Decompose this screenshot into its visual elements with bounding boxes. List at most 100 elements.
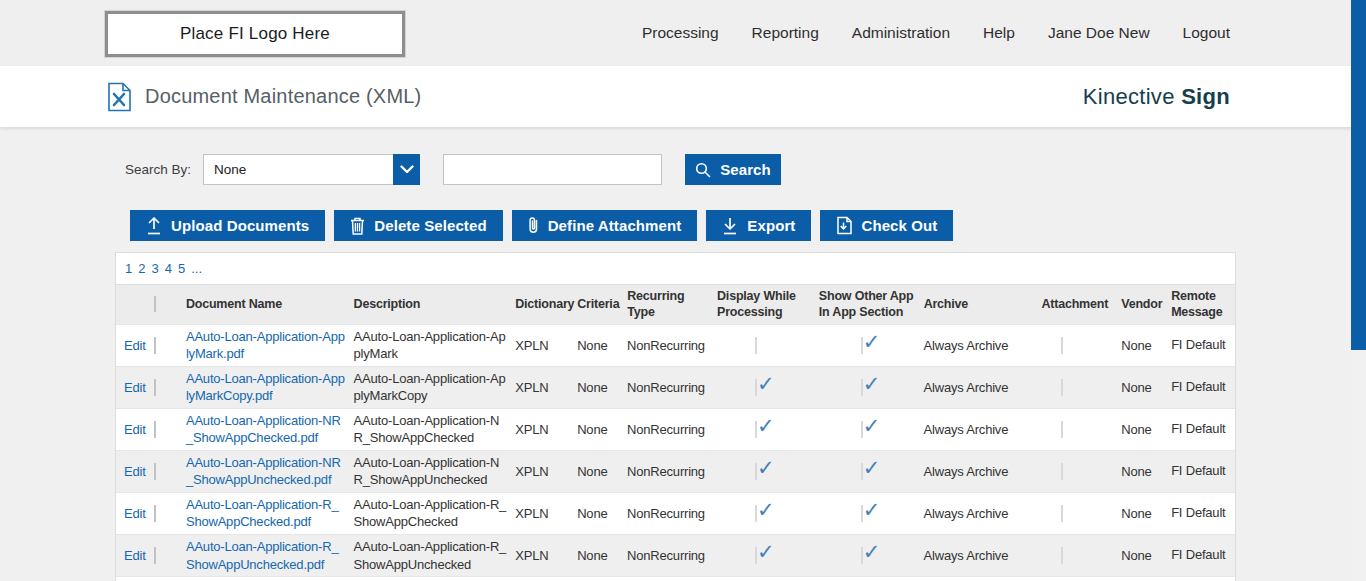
header-description: Description bbox=[354, 293, 516, 315]
export-button[interactable]: Export bbox=[706, 210, 811, 241]
criteria-cell: None bbox=[577, 503, 627, 524]
select-all-checkbox[interactable] bbox=[154, 296, 156, 312]
recurring-type-cell: NonRecurring bbox=[627, 545, 717, 566]
row-checkbox[interactable] bbox=[154, 505, 156, 522]
description-cell: AAuto-Loan-Application-R_ShowAppChecked bbox=[354, 493, 516, 534]
description-cell: AAuto-Loan-Application-ApplyMarkCopy bbox=[354, 367, 516, 408]
brand-logo: Kinective Sign bbox=[1083, 84, 1230, 110]
nav-administration[interactable]: Administration bbox=[852, 24, 950, 42]
upload-documents-button[interactable]: Upload Documents bbox=[130, 210, 325, 241]
row-checkbox[interactable] bbox=[154, 379, 156, 396]
remote-message-cell: FI Default bbox=[1171, 334, 1235, 357]
attachment-checkbox bbox=[1061, 547, 1063, 564]
show-other-app-checkbox bbox=[861, 337, 863, 354]
trash-icon bbox=[350, 217, 365, 235]
dictionary-cell: XPLN bbox=[515, 461, 577, 482]
display-while-processing-checkbox bbox=[755, 379, 757, 396]
document-name-link[interactable]: AAuto-Loan-Application-R_ShowAppChecked.… bbox=[186, 497, 339, 530]
search-by-select[interactable]: None bbox=[203, 154, 420, 185]
header-dictionary: Dictionary bbox=[515, 293, 577, 315]
document-name-link[interactable]: AAuto-Loan-Application-ApplyMarkCopy.pdf bbox=[186, 371, 345, 404]
search-button[interactable]: Search bbox=[685, 154, 781, 185]
page-link-5[interactable]: 5 bbox=[178, 261, 185, 276]
show-other-app-checkbox bbox=[861, 547, 863, 564]
check-out-label: Check Out bbox=[861, 217, 937, 234]
criteria-cell: None bbox=[577, 545, 627, 566]
table-header-row: Document Name Description Dictionary Cri… bbox=[116, 284, 1235, 324]
criteria-cell: None bbox=[577, 377, 627, 398]
edit-link[interactable]: Edit bbox=[124, 548, 146, 563]
header-select-all-cell bbox=[154, 293, 186, 315]
vertical-scrollbar-thumb[interactable] bbox=[1351, 0, 1366, 350]
archive-cell: Always Archive bbox=[924, 335, 1042, 356]
table-row: Edit AAuto-Loan-Application-ApplyMarkCop… bbox=[116, 366, 1235, 408]
remote-message-cell: FI Default bbox=[1171, 376, 1235, 399]
dictionary-cell: XPLN bbox=[515, 335, 577, 356]
document-name-link[interactable]: AAuto-Loan-Application-NR_ShowAppUncheck… bbox=[186, 455, 341, 488]
table-row: Edit AAuto-Loan-Application-RS-AFD731-te… bbox=[116, 576, 1235, 581]
recurring-type-cell: NonRecurring bbox=[627, 419, 717, 440]
header-archive: Archive bbox=[924, 293, 1042, 315]
header-show-other-app: Show Other App In App Section bbox=[819, 285, 924, 324]
description-cell: AAuto-Loan-Application-RS-AFD731-test bbox=[354, 577, 516, 581]
page-link-3[interactable]: 3 bbox=[151, 261, 158, 276]
vendor-cell: None bbox=[1121, 335, 1171, 356]
recurring-type-cell: NonRecurring bbox=[627, 461, 717, 482]
attachment-checkbox bbox=[1061, 379, 1063, 396]
attachment-checkbox bbox=[1061, 337, 1063, 354]
row-checkbox[interactable] bbox=[154, 421, 156, 438]
criteria-cell: None bbox=[577, 461, 627, 482]
edit-link[interactable]: Edit bbox=[124, 422, 146, 437]
row-checkbox[interactable] bbox=[154, 337, 156, 354]
search-input[interactable] bbox=[443, 154, 662, 185]
document-name-link[interactable]: AAuto-Loan-Application-R_ShowAppUnchecke… bbox=[186, 539, 339, 572]
remote-message-cell: FI Default bbox=[1171, 460, 1235, 483]
dictionary-cell: XPLN bbox=[515, 377, 577, 398]
nav-help[interactable]: Help bbox=[983, 24, 1015, 42]
remote-message-cell: FI Default bbox=[1171, 544, 1235, 567]
delete-selected-button[interactable]: Delete Selected bbox=[334, 210, 502, 241]
page-link-4[interactable]: 4 bbox=[165, 261, 172, 276]
define-attachment-button[interactable]: Define Attachment bbox=[512, 210, 698, 241]
checkout-document-icon bbox=[836, 216, 852, 235]
nav-logout[interactable]: Logout bbox=[1183, 24, 1230, 42]
download-icon bbox=[722, 217, 738, 235]
dictionary-cell: XPLN bbox=[515, 545, 577, 566]
recurring-type-cell: NonRecurring bbox=[627, 503, 717, 524]
page-link-more[interactable]: ... bbox=[191, 261, 202, 276]
search-by-label: Search By: bbox=[125, 162, 203, 177]
vendor-cell: None bbox=[1121, 377, 1171, 398]
header-criteria: Criteria bbox=[577, 293, 627, 315]
edit-link[interactable]: Edit bbox=[124, 464, 146, 479]
remote-message-cell: FI Default bbox=[1171, 418, 1235, 441]
chevron-down-icon[interactable] bbox=[393, 154, 420, 185]
display-while-processing-checkbox bbox=[755, 421, 757, 438]
display-while-processing-checkbox bbox=[755, 463, 757, 480]
page-link-2[interactable]: 2 bbox=[138, 261, 145, 276]
vertical-scrollbar-track[interactable] bbox=[1351, 0, 1366, 581]
description-cell: AAuto-Loan-Application-R_ShowAppUnchecke… bbox=[354, 535, 516, 576]
edit-link[interactable]: Edit bbox=[124, 506, 146, 521]
page-link-1[interactable]: 1 bbox=[125, 261, 132, 276]
fi-logo-text: Place FI Logo Here bbox=[180, 24, 330, 44]
row-checkbox[interactable] bbox=[154, 547, 156, 564]
nav-reporting[interactable]: Reporting bbox=[752, 24, 819, 42]
row-checkbox[interactable] bbox=[154, 463, 156, 480]
show-other-app-checkbox bbox=[861, 379, 863, 396]
header-display-while-processing: Display While Processing bbox=[717, 285, 819, 324]
nav-processing[interactable]: Processing bbox=[642, 24, 719, 42]
upload-documents-label: Upload Documents bbox=[171, 217, 309, 234]
nav-user-name[interactable]: Jane Doe New bbox=[1048, 24, 1150, 42]
description-cell: AAuto-Loan-Application-ApplyMark bbox=[354, 325, 516, 366]
vendor-cell: None bbox=[1121, 461, 1171, 482]
header-attachment: Attachment bbox=[1041, 293, 1121, 315]
document-name-link[interactable]: AAuto-Loan-Application-NR_ShowAppChecked… bbox=[186, 413, 341, 446]
document-name-link[interactable]: AAuto-Loan-Application-ApplyMark.pdf bbox=[186, 329, 345, 362]
check-out-button[interactable]: Check Out bbox=[820, 210, 953, 241]
edit-link[interactable]: Edit bbox=[124, 338, 146, 353]
top-bar: Place FI Logo Here Processing Reporting … bbox=[0, 0, 1366, 66]
title-band: Document Maintenance (XML) Kinective Sig… bbox=[0, 66, 1366, 127]
description-cell: AAuto-Loan-Application-NR_ShowAppChecked bbox=[354, 409, 516, 450]
attachment-checkbox bbox=[1061, 463, 1063, 480]
edit-link[interactable]: Edit bbox=[124, 380, 146, 395]
